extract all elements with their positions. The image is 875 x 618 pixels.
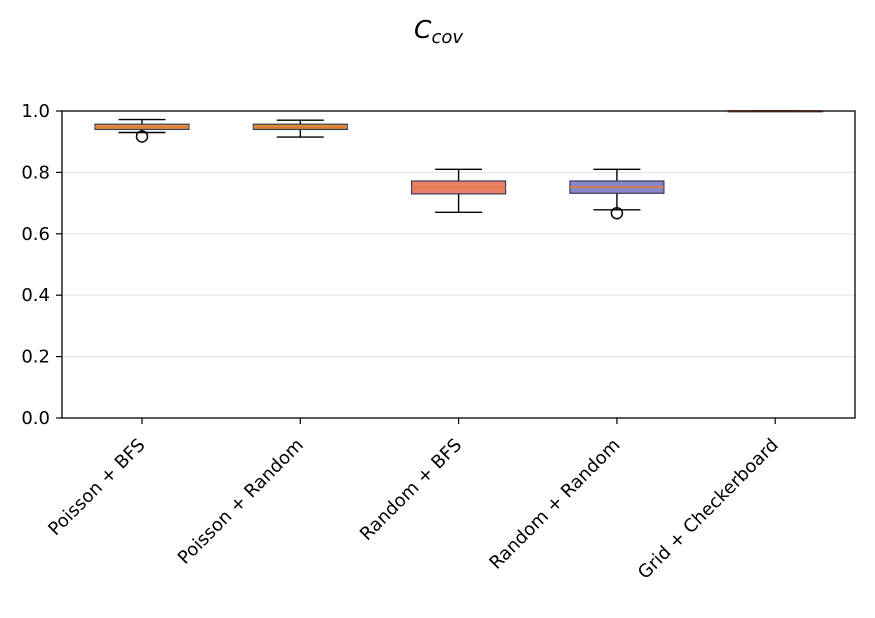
x-axis: Poisson + BFS Poisson + Random Random + BF… xyxy=(44,418,783,584)
plot-frame xyxy=(61,110,856,419)
y-tick-label: 0.6 xyxy=(21,224,50,245)
title-subscript: cov xyxy=(431,27,463,48)
box-group xyxy=(94,118,190,143)
x-tick-label: Random + Random xyxy=(485,435,624,574)
y-axis: 0.0 0.2 0.4 0.6 0.8 1.0 xyxy=(21,101,62,429)
box-group xyxy=(569,168,665,220)
x-tick-label: Grid + Checkerboard xyxy=(634,435,783,584)
y-tick-label: 1.0 xyxy=(21,101,50,122)
x-tick-label: Poisson + BFS xyxy=(44,435,149,540)
y-tick-label: 0.0 xyxy=(21,408,50,429)
y-tick-label: 0.8 xyxy=(21,162,50,183)
outlier-point xyxy=(610,206,624,220)
boxes xyxy=(94,110,823,220)
y-tick-label: 0.4 xyxy=(21,285,50,306)
chart-title: Ccov xyxy=(414,15,463,48)
outlier-point xyxy=(135,130,149,143)
y-tick-label: 0.2 xyxy=(21,347,50,368)
box-group xyxy=(252,119,348,138)
x-tick-label: Random + BFS xyxy=(356,435,466,545)
box-group xyxy=(411,168,507,214)
title-main: C xyxy=(414,15,432,44)
x-tick-label: Poisson + Random xyxy=(174,435,308,569)
